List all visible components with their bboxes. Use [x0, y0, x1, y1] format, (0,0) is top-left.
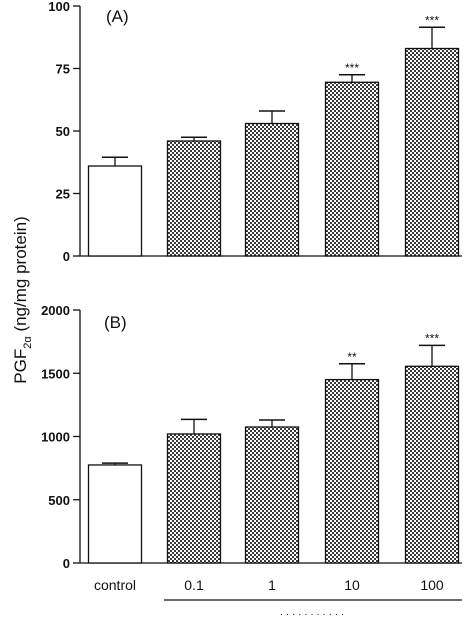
panel-b-ytick-label-3: 1500 — [41, 366, 70, 381]
panel-a-label: (A) — [106, 7, 129, 26]
x-category-label-4: 100 — [420, 577, 444, 593]
y-axis-label: PGF2α (ng/mg protein) — [11, 216, 34, 383]
panel-b-bars: ***** — [87, 331, 460, 564]
panel-a-ticks: 0 25 50 75 100 — [48, 0, 80, 264]
panel-b-ytick-label-4: 2000 — [41, 303, 70, 318]
panel-a-ytick-label-1: 25 — [56, 187, 70, 202]
panel-a-bar-0 — [87, 165, 143, 257]
panel-a-bar-2 — [244, 122, 300, 257]
panel-a-bars: *** *** — [87, 13, 460, 257]
panel-a-ytick-label-2: 50 — [56, 124, 70, 139]
x-category-label-0: control — [94, 577, 136, 593]
panel-b-ytick-label-2: 1000 — [41, 430, 70, 445]
x-category-label-3: 10 — [344, 577, 360, 593]
panel-b-ytick-label-1: 500 — [48, 493, 70, 508]
panel-a-ytick-label-4: 100 — [48, 0, 70, 14]
panel-b-significance-4: *** — [425, 331, 439, 345]
panel-a: (A) 0 25 50 75 100 *** *** — [48, 0, 462, 264]
panel-a-bar-1 — [166, 140, 222, 257]
panel-a-bar-3 — [324, 81, 380, 257]
x-category-label-1: 0.1 — [184, 577, 204, 593]
panel-b-bar-0 — [87, 464, 143, 564]
panel-a-significance-4: *** — [425, 13, 439, 27]
panel-b-bar-1 — [166, 433, 222, 564]
panel-b-bar-3 — [324, 378, 380, 564]
panel-b-bar-2 — [244, 426, 300, 564]
panel-b-bar-4 — [404, 365, 460, 564]
panel-a-significance-3: *** — [345, 61, 359, 75]
panel-a-ytick-label-3: 75 — [56, 62, 70, 77]
panel-b-significance-3: ** — [347, 350, 357, 364]
panel-a-bar-4 — [404, 47, 460, 257]
x-axis-caption: · · · · · · · · · · · — [280, 609, 344, 617]
panel-a-ytick-label-0: 0 — [63, 249, 70, 264]
x-category-label-2: 1 — [268, 577, 276, 593]
panel-b-ticks: 0 500 1000 1500 2000 — [41, 303, 80, 571]
panel-b-label: (B) — [104, 313, 127, 332]
x-category-labels: control 0.1 1 10 100 — [94, 577, 444, 593]
panel-b-ytick-label-0: 0 — [63, 556, 70, 571]
